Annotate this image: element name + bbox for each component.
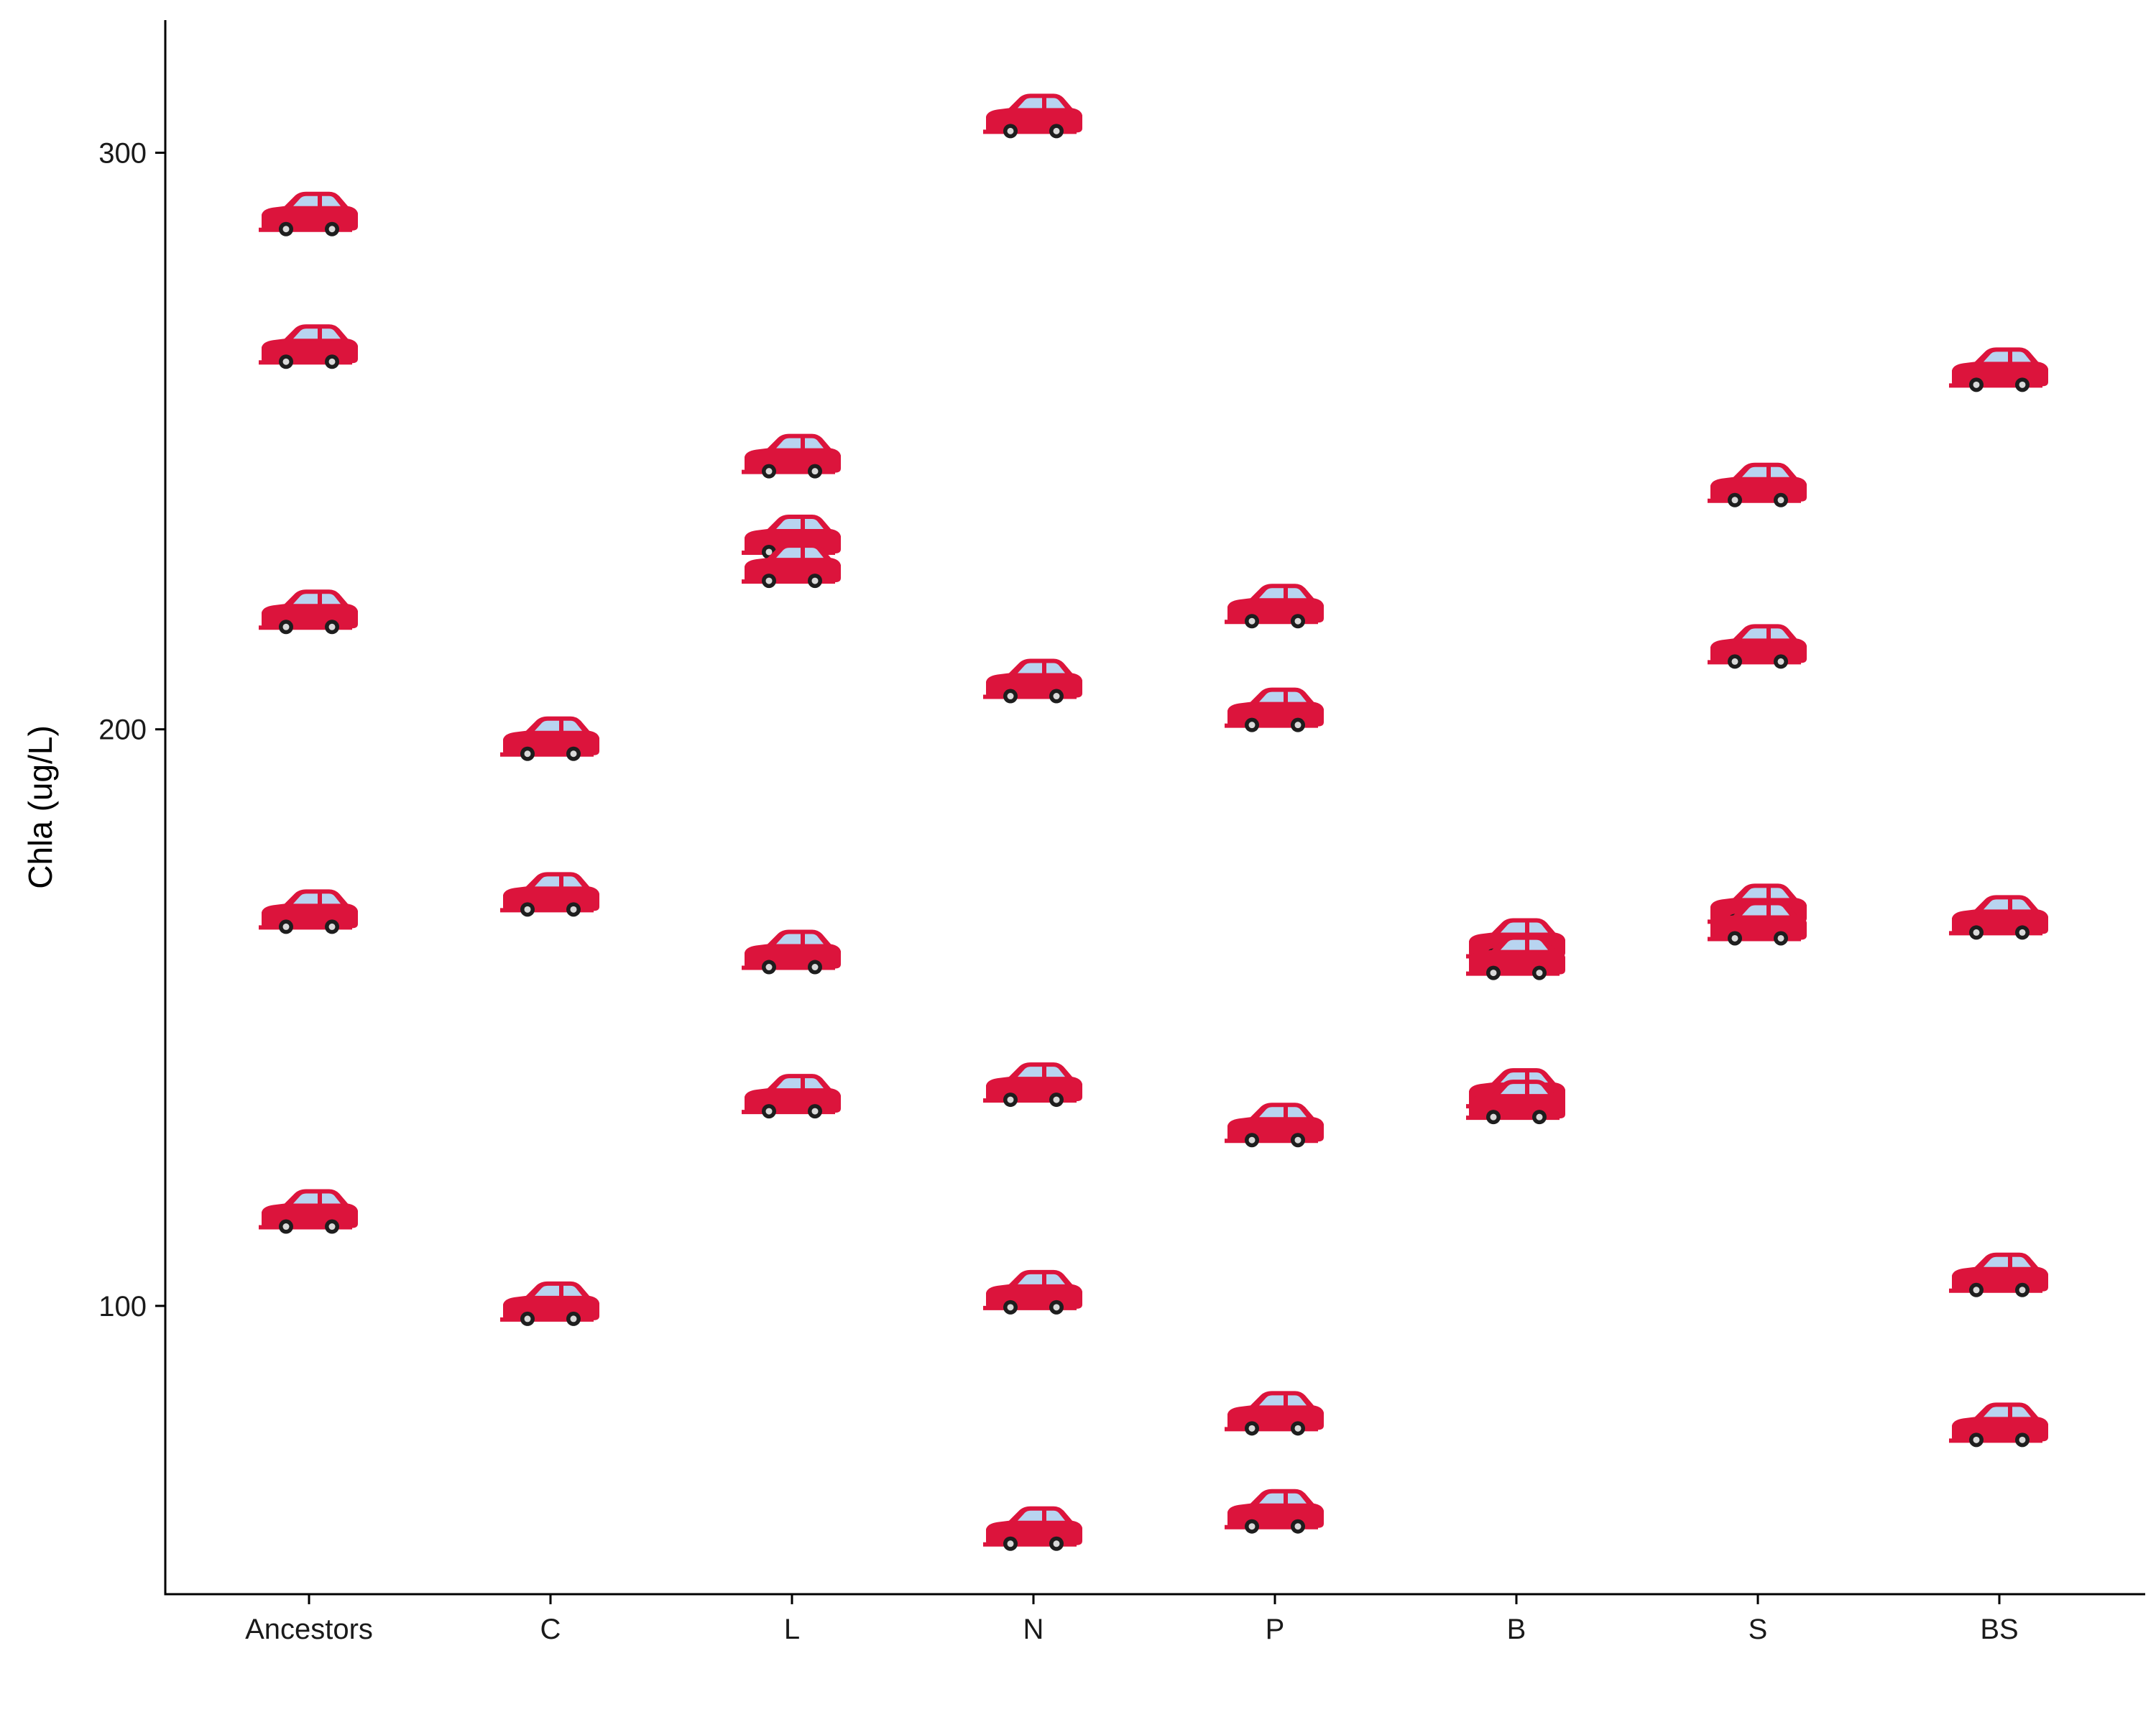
x-tick-label: Ancestors <box>245 1614 373 1645</box>
car-icon <box>1708 624 1807 669</box>
car-icon <box>983 1269 1082 1315</box>
car-icon <box>983 1506 1082 1551</box>
car-icon <box>500 716 599 761</box>
x-tick-label: S <box>1749 1614 1768 1645</box>
car-icon <box>259 1189 358 1234</box>
car-icon <box>1225 1103 1324 1148</box>
y-axis-title: Chla (ug/L) <box>22 725 59 889</box>
car-icon <box>259 324 358 369</box>
car-icon <box>1949 1402 2048 1448</box>
car-icon <box>259 589 358 635</box>
car-icon <box>983 658 1082 704</box>
car-icon <box>1225 584 1324 629</box>
car-icon <box>259 889 358 934</box>
y-tick-label: 100 <box>98 1291 147 1322</box>
car-icon <box>500 872 599 917</box>
car-icon <box>1708 462 1807 507</box>
car-icon <box>500 1281 599 1326</box>
car-icon <box>742 1074 841 1119</box>
y-axis-ticks: 100 200 300 <box>98 138 165 1322</box>
x-tick-label: N <box>1023 1614 1044 1645</box>
x-tick-label: P <box>1266 1614 1285 1645</box>
car-icon <box>1949 347 2048 392</box>
car-icon <box>983 93 1082 139</box>
x-tick-label: BS <box>1980 1614 2018 1645</box>
x-tick-label: C <box>540 1614 561 1645</box>
car-icon <box>1225 1391 1324 1436</box>
car-icon <box>1225 1489 1324 1534</box>
car-icon <box>983 1062 1082 1108</box>
y-tick-label: 300 <box>98 138 147 170</box>
car-icon <box>1949 1252 2048 1297</box>
x-tick-label: L <box>784 1614 800 1645</box>
car-icon <box>1225 687 1324 732</box>
x-tick-label: B <box>1507 1614 1526 1645</box>
y-tick-label: 200 <box>98 714 147 746</box>
car-icon <box>742 433 841 479</box>
car-icon <box>742 929 841 975</box>
car-icon <box>1949 895 2048 940</box>
car-icon <box>259 191 358 236</box>
x-axis-ticks: Ancestors C L N P B S BS <box>245 1594 2019 1645</box>
data-points <box>259 93 2048 1551</box>
